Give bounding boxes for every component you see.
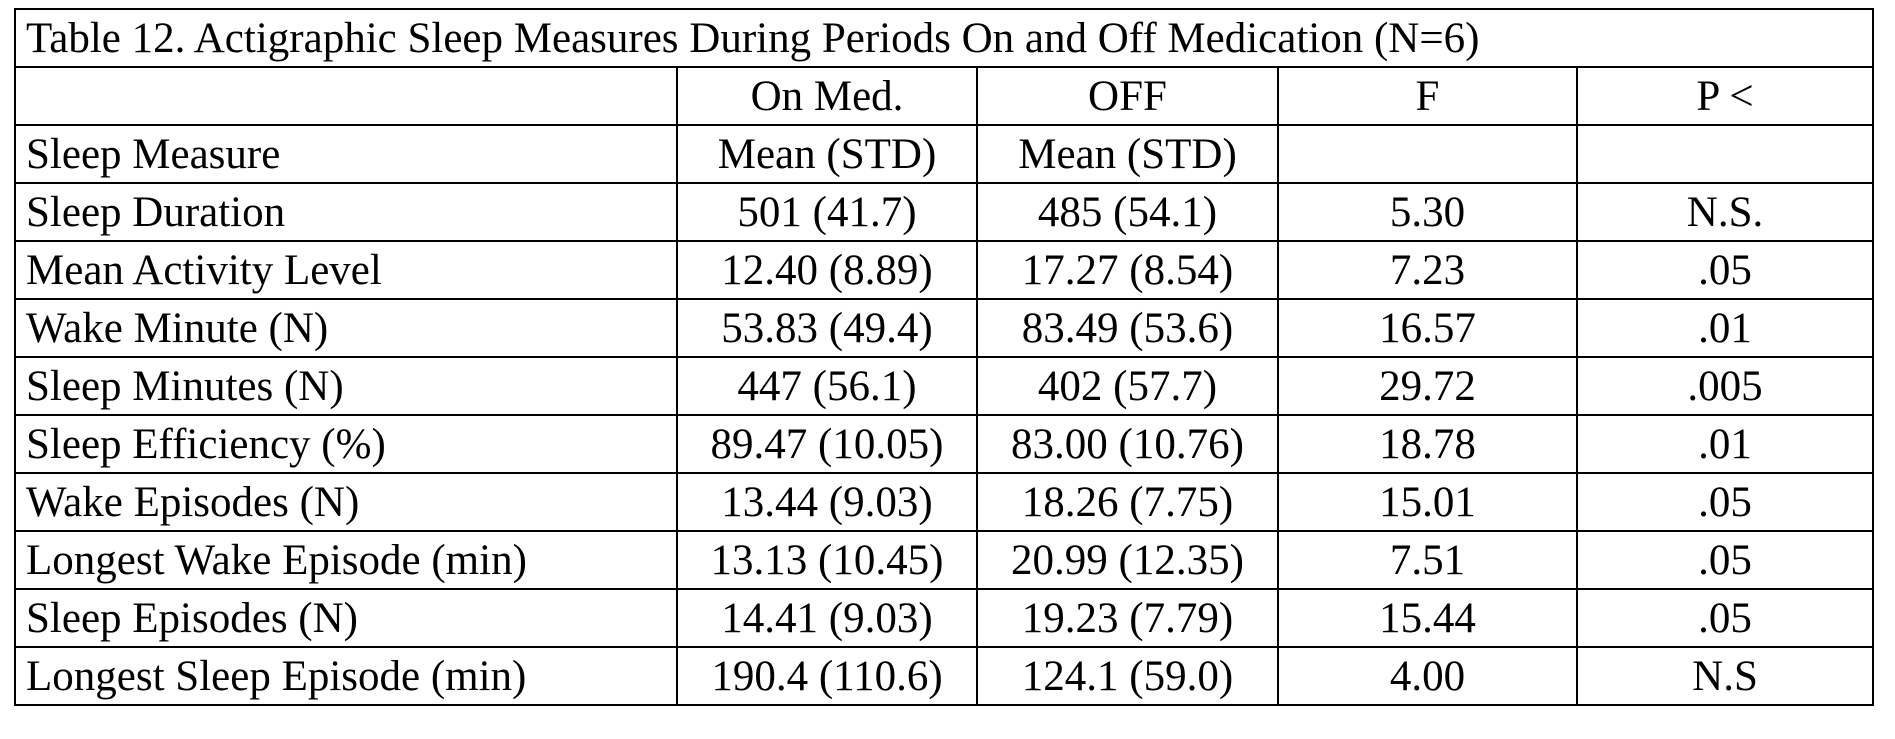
- cell-p-value: .05: [1575, 472, 1875, 532]
- cell-p-value: N.S.: [1575, 182, 1875, 242]
- table-row: Sleep Episodes (N) 14.41 (9.03) 19.23 (7.7…: [14, 588, 1875, 648]
- header-p: P <: [1575, 66, 1875, 126]
- cell-f-value: 15.01: [1277, 472, 1578, 532]
- cell-f-value: 7.23: [1277, 240, 1578, 300]
- cell-off: 18.26 (7.75): [976, 472, 1279, 532]
- header-cell-blank: [14, 66, 678, 126]
- cell-p-value: .005: [1575, 356, 1875, 416]
- cell-off: 402 (57.7): [976, 356, 1279, 416]
- cell-f-value: 7.51: [1277, 530, 1578, 590]
- cell-p-value: .05: [1575, 240, 1875, 300]
- table-row: Wake Episodes (N) 13.44 (9.03) 18.26 (7.75…: [14, 472, 1875, 532]
- table-row: Wake Minute (N) 53.83 (49.4) 83.49 (53.6) 1…: [14, 298, 1875, 358]
- cell-p-value: .01: [1575, 414, 1875, 474]
- cell-off: 83.00 (10.76): [976, 414, 1279, 474]
- cell-on-med: 53.83 (49.4): [676, 298, 978, 358]
- cell-p-value: N.S: [1575, 646, 1875, 706]
- cell-f-value: 16.57: [1277, 298, 1578, 358]
- cell-f-value: 5.30: [1277, 182, 1578, 242]
- header-on-med: On Med.: [676, 66, 978, 126]
- cell-f-value: 4.00: [1277, 646, 1578, 706]
- cell-p-value: .05: [1575, 530, 1875, 590]
- cell-on-med: 14.41 (9.03): [676, 588, 978, 648]
- cell-p-value: .05: [1575, 588, 1875, 648]
- sleep-measures-table: Table 12. Actigraphic Sleep Measures Dur…: [13, 8, 1875, 706]
- cell-on-med: 13.13 (10.45): [676, 530, 978, 590]
- cell-f-value: 15.44: [1277, 588, 1578, 648]
- table-row: Mean Activity Level 12.40 (8.89) 17.27 (8.…: [14, 240, 1875, 300]
- cell-p-value: .01: [1575, 298, 1875, 358]
- header-row-2: Sleep Measure Mean (STD) Mean (STD): [14, 124, 1875, 184]
- cell-sleep-measure: Longest Sleep Episode (min): [14, 646, 678, 706]
- table-caption: Table 12. Actigraphic Sleep Measures Dur…: [13, 8, 1875, 68]
- cell-sleep-measure: Sleep Efficiency (%): [14, 414, 678, 474]
- table-row: Sleep Duration 501 (41.7) 485 (54.1) 5.30 N.…: [14, 182, 1875, 242]
- table-row: Sleep Minutes (N) 447 (56.1) 402 (57.7) 29.…: [14, 356, 1875, 416]
- table-row: Sleep Efficiency (%) 89.47 (10.05) 83.00 (…: [14, 414, 1875, 474]
- cell-on-med: 13.44 (9.03): [676, 472, 978, 532]
- cell-sleep-measure: Wake Episodes (N): [14, 472, 678, 532]
- header-f-blank: [1277, 124, 1578, 184]
- cell-sleep-measure: Sleep Episodes (N): [14, 588, 678, 648]
- cell-on-med: 447 (56.1): [676, 356, 978, 416]
- table-row: Longest Wake Episode (min) 13.13 (10.45) 2…: [14, 530, 1875, 590]
- cell-sleep-measure: Mean Activity Level: [14, 240, 678, 300]
- cell-off: 17.27 (8.54): [976, 240, 1279, 300]
- cell-sleep-measure: Longest Wake Episode (min): [14, 530, 678, 590]
- cell-f-value: 18.78: [1277, 414, 1578, 474]
- cell-off: 124.1 (59.0): [976, 646, 1279, 706]
- table-body: Sleep Duration 501 (41.7) 485 (54.1) 5.30 N.…: [14, 182, 1875, 706]
- cell-sleep-measure: Sleep Minutes (N): [14, 356, 678, 416]
- cell-off: 83.49 (53.6): [976, 298, 1279, 358]
- cell-sleep-measure: Wake Minute (N): [14, 298, 678, 358]
- header-on-med-mean-std: Mean (STD): [676, 124, 978, 184]
- cell-off: 485 (54.1): [976, 182, 1279, 242]
- cell-off: 19.23 (7.79): [976, 588, 1279, 648]
- cell-f-value: 29.72: [1277, 356, 1578, 416]
- cell-off: 20.99 (12.35): [976, 530, 1279, 590]
- cell-on-med: 89.47 (10.05): [676, 414, 978, 474]
- cell-sleep-measure: Sleep Duration: [14, 182, 678, 242]
- cell-on-med: 501 (41.7): [676, 182, 978, 242]
- header-f: F: [1277, 66, 1578, 126]
- cell-on-med: 190.4 (110.6): [676, 646, 978, 706]
- table-row: Longest Sleep Episode (min) 190.4 (110.6)…: [14, 646, 1875, 706]
- header-p-blank: [1575, 124, 1875, 184]
- header-row-1: On Med. OFF F P <: [14, 66, 1875, 126]
- header-sleep-measure: Sleep Measure: [14, 124, 678, 184]
- header-off: OFF: [976, 66, 1279, 126]
- header-off-mean-std: Mean (STD): [976, 124, 1279, 184]
- document-page: Table 12. Actigraphic Sleep Measures Dur…: [13, 8, 1875, 706]
- table-caption-row: Table 12. Actigraphic Sleep Measures Dur…: [13, 8, 1875, 68]
- cell-on-med: 12.40 (8.89): [676, 240, 978, 300]
